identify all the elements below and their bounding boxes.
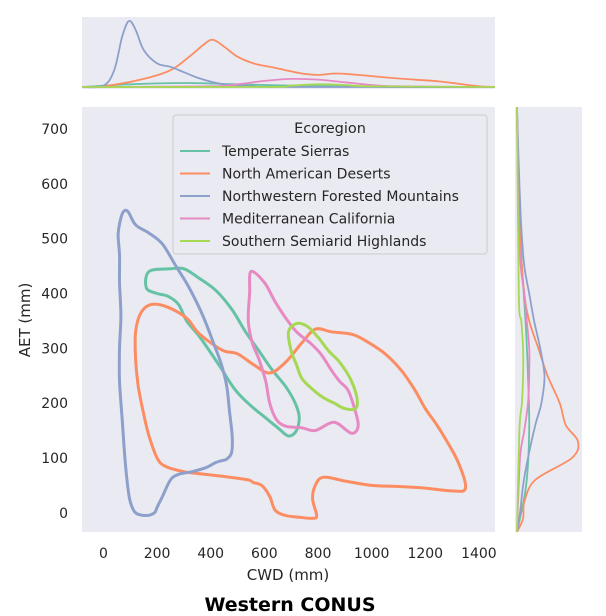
legend: Ecoregion Temperate Sierras North America… [172, 114, 488, 255]
y-tick-label: 300 [41, 341, 68, 357]
y-tick-label: 600 [41, 177, 68, 193]
x-axis-label: CWD (mm) [247, 566, 330, 584]
y-tick-label: 700 [41, 122, 68, 138]
legend-label: Northwestern Forested Mountains [222, 189, 459, 205]
x-tick-label: 1400 [461, 546, 497, 562]
top-kde-southern-semiarid-highlands [81, 83, 496, 88]
legend-title: Ecoregion [294, 121, 366, 137]
legend-box [172, 114, 488, 255]
legend-entry: Southern Semiarid Highlands [180, 234, 426, 250]
contour-temperate-sierras [144, 266, 301, 438]
contour-northwestern-forested-mountains [116, 208, 234, 517]
right-marginal-kde [516, 106, 580, 533]
y-tick-label: 200 [41, 396, 68, 412]
x-tick-label: 1200 [407, 546, 443, 562]
right-kde-southern-semiarid-highlands [516, 106, 525, 533]
kde-contours [116, 208, 468, 520]
legend-entry: Northwestern Forested Mountains [180, 189, 459, 205]
right-kde-north-american-deserts [516, 106, 580, 533]
legend-entry: Temperate Sierras [180, 144, 349, 160]
right-kde-northwestern-forested-mountains [516, 106, 546, 533]
contour-north-american-deserts [133, 302, 468, 520]
legend-label: Temperate Sierras [221, 144, 349, 160]
x-tick-label: 1000 [354, 546, 390, 562]
y-tick-label: 500 [41, 232, 68, 248]
x-tick-label: 200 [144, 546, 171, 562]
y-axis-label: AET (mm) [16, 283, 34, 358]
contour-mediterranean-california [246, 269, 360, 435]
legend-entry: North American Deserts [180, 167, 391, 183]
y-tick-label: 100 [41, 451, 68, 467]
figure-title: Western CONUS [204, 594, 375, 616]
legend-label: Mediterranean California [222, 212, 395, 228]
x-tick-label: 800 [305, 546, 332, 562]
legend-entries: Temperate Sierras North American Deserts N… [180, 144, 459, 250]
legend-entry: Mediterranean California [180, 212, 395, 228]
top-kde-north-american-deserts [81, 38, 496, 89]
axis-ticks: 0 200 400 600 800 1000 1200 1400 0 100 200 300 400 50… [41, 122, 496, 562]
x-tick-label: 600 [251, 546, 278, 562]
legend-label: North American Deserts [222, 167, 391, 183]
legend-label: Southern Semiarid Highlands [222, 234, 426, 250]
top-marginal-kde [81, 19, 496, 89]
y-tick-label: 400 [41, 286, 68, 302]
y-tick-label: 0 [59, 506, 68, 522]
x-tick-label: 400 [197, 546, 224, 562]
contour-southern-semiarid-highlands [286, 321, 359, 412]
x-tick-label: 0 [99, 546, 108, 562]
